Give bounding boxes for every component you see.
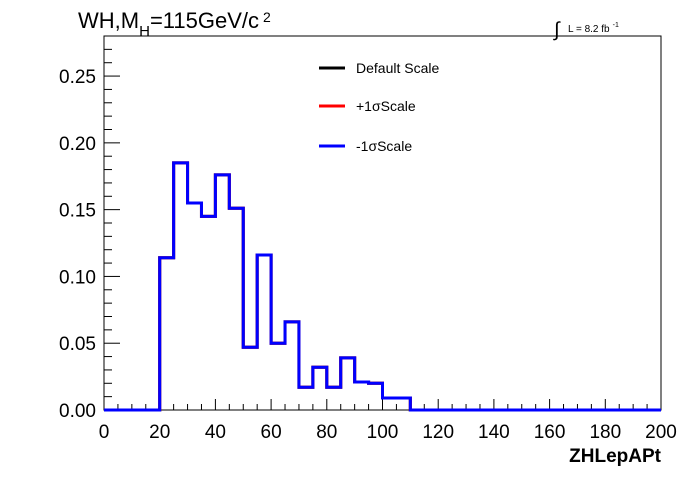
x-tick-label: 80 — [316, 422, 337, 443]
plot-frame — [103, 35, 662, 411]
x-tick-label: 100 — [367, 422, 399, 443]
axes: 0 20 40 60 80 100 120 140 160 180 200 0.00 0.05 0.10 0… — [59, 35, 677, 443]
legend-entry-label: Default Scale — [356, 60, 439, 76]
y-tick-label: 0.00 — [59, 401, 96, 422]
x-tick-label: 40 — [205, 422, 226, 443]
x-tick-label: 60 — [261, 422, 282, 443]
legend: Default Scale +1σScale -1σScale — [319, 60, 439, 154]
luminosity-text: L = 8.2 fb — [568, 24, 610, 35]
title-rest: =115GeV/c — [150, 8, 259, 33]
legend-entry-label: +1σScale — [356, 98, 416, 114]
series-line-2 — [104, 161, 661, 412]
title-subscript: H — [139, 23, 150, 40]
y-tick-label: 0.20 — [59, 134, 96, 155]
chart-title: WH,MH=115GeV/c 2 — [78, 8, 271, 40]
x-tick-label: 0 — [99, 422, 110, 443]
x-tick-label: 200 — [645, 422, 677, 443]
x-tick-label: 160 — [534, 422, 566, 443]
x-tick-label: 20 — [149, 422, 170, 443]
y-tick-label: 0.05 — [59, 334, 96, 355]
y-tick-label: 0.25 — [59, 67, 96, 88]
x-axis-label: ZHLepAPt — [569, 446, 662, 467]
y-tick-label: 0.10 — [59, 267, 96, 288]
x-tick-label: 120 — [422, 422, 454, 443]
title-superscript: 2 — [263, 9, 271, 25]
legend-entry-label: -1σScale — [356, 138, 412, 154]
luminosity-superscript: -1 — [613, 22, 619, 29]
x-tick-label: 140 — [478, 422, 510, 443]
luminosity-label: L = 8.2 fb -1 — [568, 22, 619, 35]
x-tick-label: 180 — [589, 422, 621, 443]
integral-symbol: ∫ — [553, 19, 561, 41]
series-group — [104, 161, 661, 412]
y-tick-label: 0.15 — [59, 201, 96, 222]
title-main: WH,M — [78, 8, 139, 33]
